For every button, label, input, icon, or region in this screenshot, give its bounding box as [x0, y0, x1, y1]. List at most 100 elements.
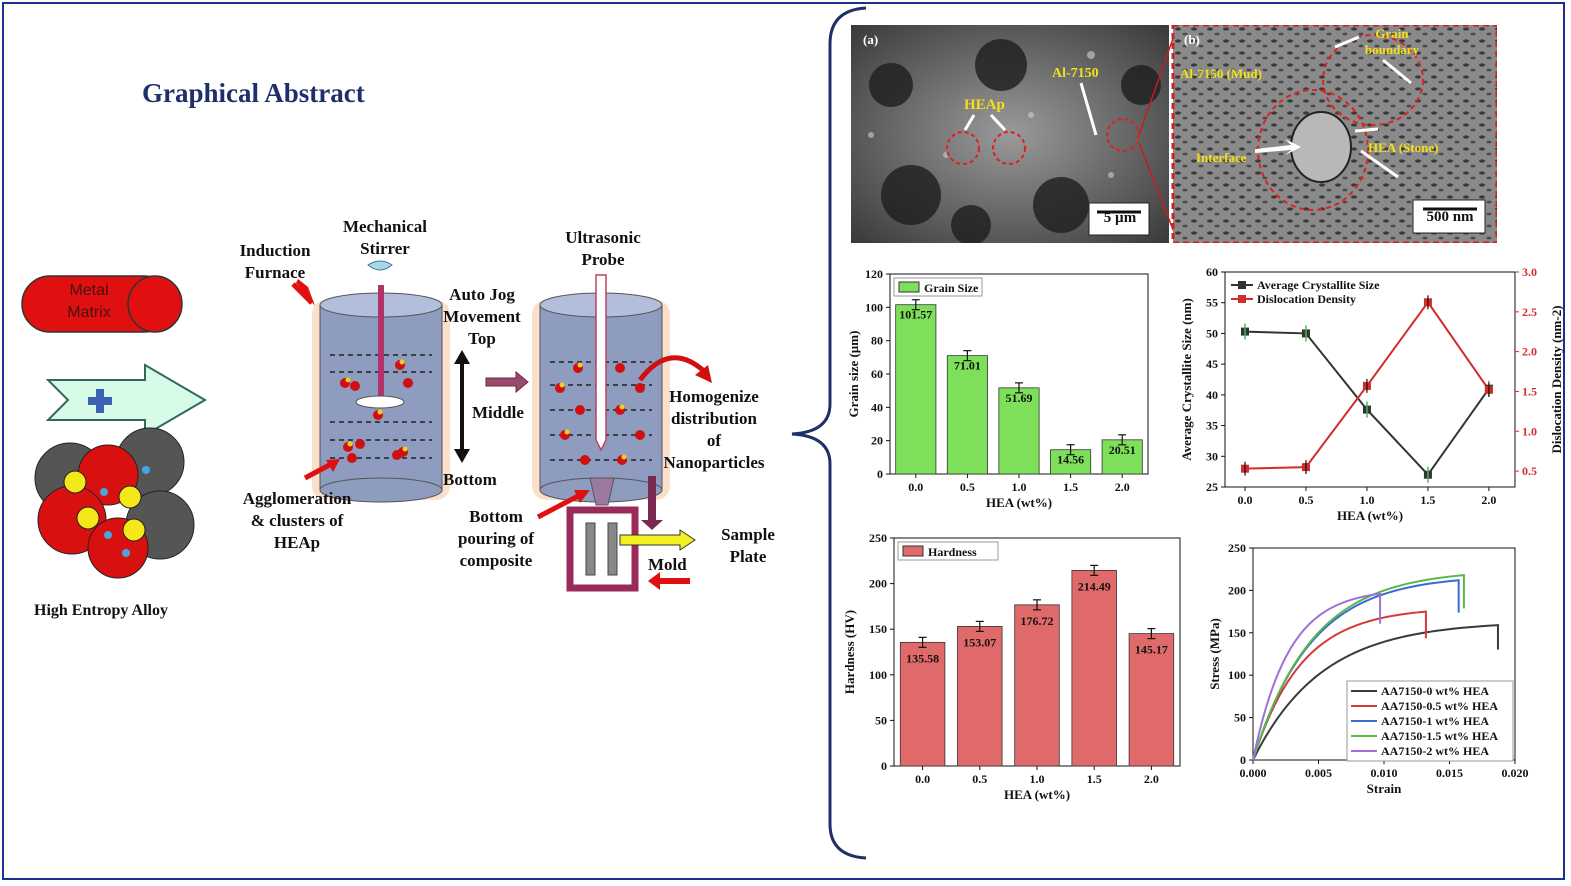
x-tick-label: 1.0	[1012, 480, 1027, 494]
crystallite-dislocation-chart: 25 30 35 40 45 50 55 60 0.5 1.0 1.5 2.0 2.5 3.0 0.0 0.5…	[1179, 265, 1564, 523]
bar-value-label: 101.57	[899, 308, 932, 322]
al7150-label: Al-7150	[1052, 66, 1099, 81]
x-tick-label: 0.0	[908, 480, 923, 494]
x-tick-label: 0.0	[915, 772, 930, 786]
y-tick-label: 100	[865, 300, 883, 314]
x-tick-label: 1.0	[1030, 772, 1045, 786]
bar	[1071, 569, 1117, 767]
x-axis-label: Strain	[1367, 781, 1402, 796]
curly-brace	[791, 6, 867, 860]
y-tick-label: 50	[875, 713, 887, 727]
legend-swatch	[902, 545, 924, 557]
grain-boundary-label: Grain boundary	[1364, 26, 1420, 57]
mechanical-stirrer-label: Mechanical Stirrer	[342, 217, 428, 258]
middle-label: Middle	[472, 403, 524, 422]
x-tick-label: 2.0	[1481, 493, 1496, 507]
grain-size-chart: 0 20 40 60 80 100 120 101.57 0.0 71.01 0.5 51.69 1.0…	[846, 267, 1149, 510]
x-tick-label: 0.010	[1371, 766, 1398, 780]
legend-label: Dislocation Density	[1257, 292, 1356, 306]
y-tick-label: 100	[1228, 668, 1246, 682]
y-tick-label: 30	[1206, 449, 1218, 463]
x-tick-label: 1.5	[1420, 493, 1435, 507]
y-tick-label: 200	[869, 577, 887, 591]
legend-label: Grain Size	[924, 281, 979, 295]
stress-strain-curve	[1252, 574, 1465, 761]
auto-jog-label: Auto Jog Movement Top	[443, 285, 521, 348]
y-tick-label: 100	[869, 668, 887, 682]
stress-strain-curve	[1252, 624, 1499, 761]
sem-image-b	[1171, 25, 1497, 243]
legend-label: Hardness	[928, 545, 977, 559]
x-tick-label: 0.5	[972, 772, 987, 786]
sample-plate-label: Sample Plate	[721, 525, 775, 566]
y-tick-label: 60	[1206, 265, 1218, 279]
x-tick-label: 0.005	[1305, 766, 1332, 780]
bar-value-label: 14.56	[1057, 453, 1084, 467]
plot-frame	[1224, 271, 1516, 488]
mold	[566, 506, 696, 592]
bar	[1014, 604, 1060, 767]
y2-axis-label: Dislocation Density (nm-2)	[1549, 305, 1564, 453]
bar	[998, 387, 1040, 475]
bar-value-label: 153.07	[963, 635, 996, 649]
legend-label: AA7150-2 wt% HEA	[1381, 744, 1489, 758]
ultrasonic-probe-label: Ultrasonic Probe	[565, 228, 641, 269]
y2-tick-label: 3.0	[1522, 265, 1537, 279]
x-tick-label: 0.0	[1238, 493, 1253, 507]
y-tick-label: 60	[871, 367, 883, 381]
y-tick-label: 0	[1240, 753, 1246, 767]
bar-value-label: 51.69	[1006, 391, 1033, 405]
bottom-label: Bottom	[443, 470, 497, 489]
sem-b-tag: (b)	[1184, 32, 1200, 47]
y-axis-label: Grain size (µm)	[846, 331, 861, 418]
legend-label: AA7150-1.5 wt% HEA	[1381, 729, 1498, 743]
mold-label: Mold	[648, 555, 687, 574]
y-axis-label: Stress (MPa)	[1207, 618, 1222, 690]
x-tick-label: 1.0	[1359, 493, 1374, 507]
metal-matrix-label: Metal Matrix	[67, 282, 111, 321]
y-tick-label: 25	[1206, 480, 1218, 494]
bar	[895, 304, 937, 475]
y-tick-label: 0	[881, 759, 887, 773]
x-tick-label: 0.015	[1436, 766, 1463, 780]
sem-image-a	[851, 25, 1177, 243]
y2-tick-label: 2.5	[1522, 305, 1537, 319]
y-tick-label: 0	[877, 467, 883, 481]
bar-value-label: 135.58	[906, 651, 939, 665]
stress-strain-curve	[1252, 610, 1427, 761]
hardness-chart: 0 50 100 150 200 250 135.58 0.0 153.07 0.5 176.72 1…	[842, 531, 1181, 802]
bottom-pouring-label: Bottom pouring of composite	[457, 507, 535, 570]
y-tick-label: 200	[1228, 583, 1246, 597]
legend-label: AA7150-0 wt% HEA	[1381, 684, 1489, 698]
y-tick-label: 150	[869, 622, 887, 636]
y-tick-label: 40	[871, 400, 883, 414]
x-axis-label: HEA (wt%)	[986, 495, 1052, 510]
bar	[946, 355, 988, 475]
stress-strain-curve	[1252, 592, 1382, 761]
y2-tick-label: 2.0	[1522, 345, 1537, 359]
stress-strain-chart: 0 50 100 150 200 250 0.000 0.005 0.010 0.015 0.020…	[1207, 541, 1529, 796]
hea-label: High Entropy Alloy	[34, 602, 168, 619]
bar	[899, 641, 946, 767]
y-tick-label: 250	[1228, 541, 1246, 555]
y-tick-label: 80	[871, 334, 883, 348]
page-title: Graphical Abstract	[142, 78, 365, 108]
ultrasonic-vessel	[532, 274, 670, 530]
y-axis-label: Average Crystallite Size (nm)	[1179, 298, 1194, 461]
y-tick-label: 50	[1234, 711, 1246, 725]
agglomeration-label: Agglomeration & clusters of HEAp	[242, 489, 352, 552]
interface-label: Interface	[1196, 150, 1247, 165]
bar-value-label: 71.01	[954, 359, 981, 373]
legend-swatch	[898, 281, 920, 293]
mud-label: Al-7150 (Mud)	[1180, 66, 1262, 81]
y2-tick-label: 1.5	[1522, 384, 1537, 398]
legend-label: AA7150-1 wt% HEA	[1381, 714, 1489, 728]
bar-value-label: 176.72	[1021, 614, 1054, 628]
y2-tick-label: 0.5	[1522, 464, 1537, 478]
legend: Hardness	[897, 541, 999, 561]
y-axis-label: Hardness (HV)	[842, 610, 857, 694]
x-axis-label: HEA (wt%)	[1004, 787, 1070, 802]
